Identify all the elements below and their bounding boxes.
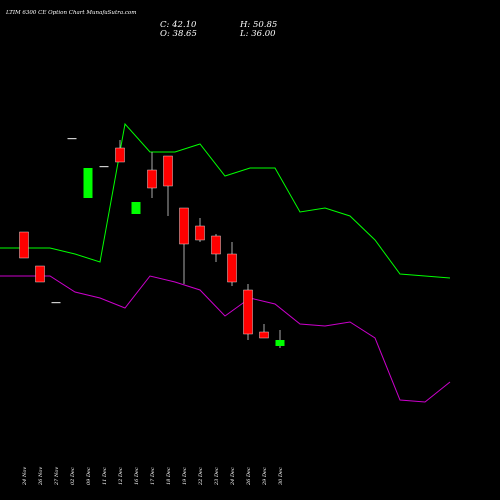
candle-body bbox=[19, 231, 29, 259]
x-tick-label: 22 Dec bbox=[198, 467, 204, 486]
x-tick-label: 16 Dec bbox=[134, 467, 140, 485]
x-tick-label: 26 Dec bbox=[246, 467, 252, 486]
candle-body bbox=[163, 155, 173, 187]
x-tick-label: 27 Nov bbox=[54, 467, 60, 486]
low-value: L: 36.00 bbox=[240, 29, 276, 39]
x-tick-label: 09 Dec bbox=[86, 467, 92, 485]
x-tick-label: 24 Nov bbox=[22, 467, 28, 486]
candle-body bbox=[179, 207, 189, 245]
candle-body bbox=[227, 253, 237, 283]
x-tick-label: 12 Dec bbox=[118, 467, 124, 485]
x-tick-label: 18 Dec bbox=[166, 467, 172, 485]
x-tick-label: 29 Dec bbox=[262, 467, 268, 486]
candle-body bbox=[35, 265, 45, 283]
x-tick-label: 02 Dec bbox=[70, 467, 76, 485]
candle-body bbox=[115, 147, 125, 163]
high-value: H: 50.85 bbox=[240, 20, 278, 30]
candle-body bbox=[147, 169, 157, 189]
x-tick-label: 11 Dec bbox=[102, 467, 108, 485]
candle-body bbox=[259, 331, 269, 339]
candle-body bbox=[67, 138, 77, 140]
x-tick-label: 17 Dec bbox=[150, 467, 156, 485]
page-title: LTIM 6300 CE Option Chart MunafaSutra.co… bbox=[6, 10, 137, 16]
magenta-indicator-line bbox=[0, 275, 451, 403]
candle-body bbox=[51, 302, 61, 304]
close-value: C: 42.10 bbox=[160, 20, 197, 30]
green-indicator-line bbox=[0, 122, 451, 279]
candle-body bbox=[211, 235, 221, 255]
candle-body bbox=[275, 340, 285, 346]
candle-body bbox=[195, 225, 205, 241]
x-tick-label: 26 Nov bbox=[38, 467, 44, 486]
candle-body bbox=[243, 289, 253, 335]
x-tick-label: 23 Dec bbox=[214, 467, 220, 486]
x-tick-label: 24 Dec bbox=[230, 467, 236, 486]
open-value: O: 38.65 bbox=[160, 29, 197, 39]
candle-body bbox=[99, 166, 109, 168]
x-tick-label: 30 Dec bbox=[278, 467, 284, 485]
candle-body bbox=[131, 202, 141, 214]
x-tick-label: 19 Dec bbox=[182, 467, 188, 485]
candle-body bbox=[83, 168, 93, 198]
